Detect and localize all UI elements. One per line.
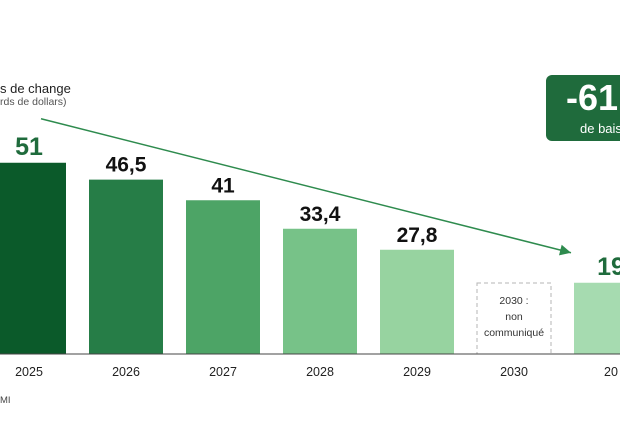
x-tick-label-2025: 2025 (15, 365, 43, 379)
chart-subtitle: rds de dollars) (0, 96, 67, 108)
bar-2026 (89, 179, 163, 354)
value-label-20: 19 (597, 253, 620, 281)
value-label-2027: 41 (211, 174, 235, 197)
decline-value: -61 (566, 77, 619, 118)
value-label-2025: 51 (15, 133, 43, 161)
x-tick-label-2026: 2026 (112, 365, 140, 379)
trend-arrow-line (40, 118, 572, 254)
bar-2027 (186, 200, 260, 354)
value-label-2029: 27,8 (397, 224, 438, 247)
bar-20 (574, 282, 620, 354)
chart-title: s de change (0, 81, 71, 96)
missing-data-note-line: non (505, 311, 523, 323)
value-label-2026: 46,5 (106, 154, 147, 177)
x-tick-label-20: 20 (604, 365, 618, 379)
x-tick-label-2030: 2030 (500, 365, 528, 379)
missing-data-note-line: communiqué (484, 327, 544, 339)
decline-badge: -61 de bais (546, 75, 620, 141)
source-note: MI (0, 395, 11, 406)
bar-2029 (380, 249, 454, 354)
x-tick-label-2027: 2027 (209, 365, 237, 379)
missing-data-note-line: 2030 : (499, 295, 528, 307)
decline-label: de bais (580, 121, 620, 136)
x-tick-label-2029: 2029 (403, 365, 431, 379)
x-tick-label-2028: 2028 (306, 365, 334, 379)
trend-arrow-head (558, 244, 571, 256)
value-label-2028: 33,4 (300, 203, 341, 226)
bar-2025 (0, 162, 66, 354)
bar-2028 (283, 228, 357, 354)
